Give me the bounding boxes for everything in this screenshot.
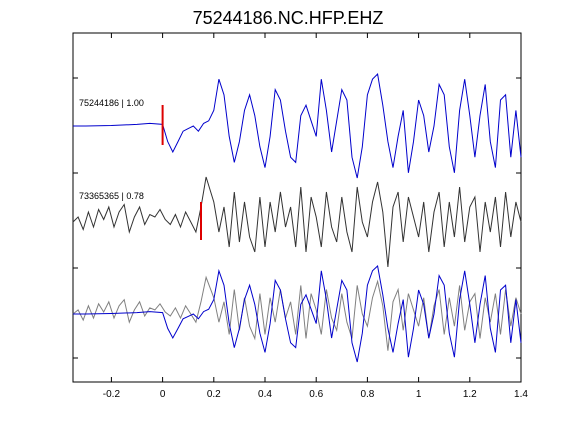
traces bbox=[72, 72, 522, 363]
trace-label-template: 75244186 | 1.00 bbox=[79, 98, 144, 108]
series-template bbox=[73, 72, 522, 179]
x-axis-ticks: -0.2 0 0.2 0.4 0.6 0.8 1 1.2 1.4 bbox=[103, 33, 528, 400]
trace-label-match: 73365365 | 0.78 bbox=[79, 191, 144, 201]
x-tick-label: 1 bbox=[416, 389, 422, 400]
series-match bbox=[72, 176, 522, 268]
x-tick-label: 0.2 bbox=[207, 389, 221, 400]
x-tick-label: 0.8 bbox=[360, 389, 374, 400]
x-tick-label: 0.4 bbox=[258, 389, 272, 400]
y-ticks bbox=[73, 77, 521, 359]
x-tick-label: 0.6 bbox=[309, 389, 323, 400]
x-tick-label: 1.2 bbox=[463, 389, 477, 400]
trace-labels: 75244186 | 1.00 73365365 | 0.78 bbox=[79, 98, 144, 201]
x-tick-label: -0.2 bbox=[103, 389, 121, 400]
x-tick-label: 1.4 bbox=[514, 389, 528, 400]
x-tick-label: 0 bbox=[160, 389, 166, 400]
chart-title: 75244186.NC.HFP.EHZ bbox=[193, 8, 384, 28]
overlay-series-template bbox=[73, 265, 522, 363]
